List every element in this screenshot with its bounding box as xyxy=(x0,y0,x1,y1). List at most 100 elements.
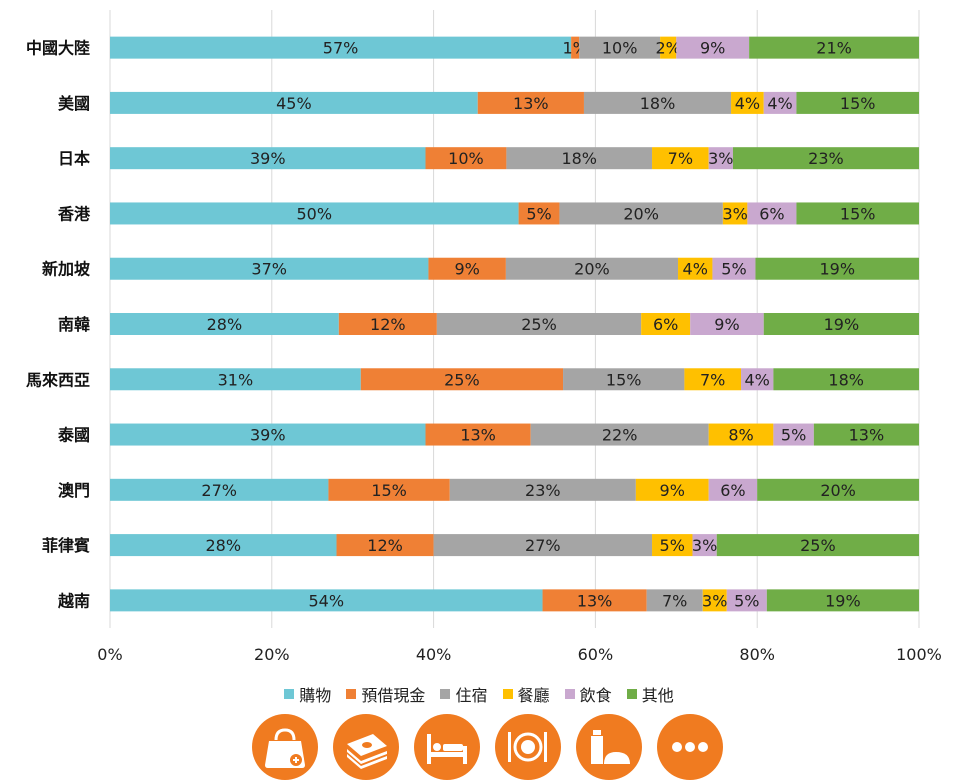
x-tick-label: 20% xyxy=(254,645,290,664)
data-label: 4% xyxy=(683,260,708,279)
bar-segment xyxy=(712,257,756,280)
bar-segment xyxy=(110,423,426,446)
data-label: 12% xyxy=(367,536,403,555)
bar-segment xyxy=(542,589,647,612)
bar-segment xyxy=(690,313,764,335)
category-label: 中國大陸 xyxy=(26,39,90,58)
bar-segment xyxy=(110,313,339,335)
bar-segment xyxy=(796,202,919,225)
category-icons xyxy=(252,714,723,780)
bar-segment xyxy=(436,313,642,335)
shopping-bag-icon xyxy=(252,714,318,780)
x-tick-label: 0% xyxy=(97,645,122,664)
data-label: 5% xyxy=(781,426,806,445)
bar-segment xyxy=(449,478,636,501)
category-label: 新加坡 xyxy=(42,260,91,279)
data-label: 22% xyxy=(602,426,638,445)
data-label: 7% xyxy=(700,370,725,389)
data-label: 6% xyxy=(759,204,784,223)
bar-segment xyxy=(732,147,919,170)
bar-segment xyxy=(766,589,919,612)
bar-segment xyxy=(763,313,919,335)
data-label: 15% xyxy=(840,204,876,223)
x-tick-label: 100% xyxy=(896,645,942,664)
legend-label-lodging: 住宿 xyxy=(455,686,488,705)
bar-segment xyxy=(678,257,713,280)
data-label: 5% xyxy=(721,260,746,279)
bar-segment xyxy=(813,423,919,446)
data-label: 5% xyxy=(734,591,759,610)
bar-segment xyxy=(110,534,337,557)
category-label: 泰國 xyxy=(57,426,90,445)
data-label: 7% xyxy=(668,149,693,168)
data-label: 39% xyxy=(250,426,286,445)
data-label: 15% xyxy=(840,94,876,113)
data-label: 8% xyxy=(728,426,753,445)
bar-segment xyxy=(338,313,437,335)
bar-segment xyxy=(477,91,584,114)
food-drink-icon xyxy=(576,714,642,780)
bar-segment xyxy=(583,91,732,114)
bar-segment xyxy=(579,36,661,59)
bed-icon xyxy=(414,714,480,780)
data-label: 18% xyxy=(828,370,864,389)
bar-segment xyxy=(692,534,717,557)
category-label: 美國 xyxy=(58,94,90,113)
data-label: 6% xyxy=(653,315,678,334)
legend-swatch-other xyxy=(626,689,637,699)
bar-segment xyxy=(505,257,679,280)
bar-segment xyxy=(757,478,919,501)
data-label: 18% xyxy=(561,149,597,168)
data-label: 45% xyxy=(276,94,312,113)
more-icon xyxy=(657,714,723,780)
stacked-bar-chart: 0% 20% 40% 60% 80% 100%中國大陸 57% 1% 10% 2% 9% 21%美國 4… xyxy=(26,10,942,664)
data-label: 20% xyxy=(623,204,659,223)
bar-segment xyxy=(110,478,329,501)
bar-segment xyxy=(702,589,727,612)
data-label: 5% xyxy=(660,536,685,555)
bar-segment xyxy=(652,147,709,170)
bar-segment xyxy=(110,36,572,59)
x-tick-label: 80% xyxy=(739,645,775,664)
data-label: 54% xyxy=(308,591,344,610)
category-label: 香港 xyxy=(57,204,91,223)
data-label: 31% xyxy=(218,370,254,389)
legend-label-food: 飲食 xyxy=(579,686,612,705)
data-label: 25% xyxy=(800,536,836,555)
data-label: 27% xyxy=(525,536,561,555)
data-label: 4% xyxy=(735,94,760,113)
bar-segment xyxy=(571,36,580,59)
legend-label-other: 其他 xyxy=(641,686,674,705)
legend: 購物 預借現金 住宿 餐廳 飲食 其他 xyxy=(0,682,958,706)
data-label: 19% xyxy=(819,260,855,279)
bar-segment xyxy=(428,257,506,280)
bar-segment xyxy=(708,147,733,170)
data-label: 9% xyxy=(454,260,479,279)
bar-segment xyxy=(708,423,774,446)
data-label: 25% xyxy=(444,370,480,389)
legend-swatch-restaurant xyxy=(502,689,513,699)
data-label: 20% xyxy=(820,481,856,500)
legend-swatch-food xyxy=(564,689,575,699)
data-label: 5% xyxy=(526,204,551,223)
data-label: 21% xyxy=(816,39,852,58)
bar-segment xyxy=(741,368,774,391)
cash-icon xyxy=(333,714,399,780)
bar-segment xyxy=(110,202,519,225)
dining-icon xyxy=(495,714,561,780)
data-label: 27% xyxy=(201,481,237,500)
data-label: 3% xyxy=(722,204,747,223)
category-label: 菲律賓 xyxy=(42,536,90,555)
bar-segment xyxy=(722,202,748,225)
legend-swatch-shopping xyxy=(284,689,295,699)
bar-segment xyxy=(425,147,507,170)
data-label: 37% xyxy=(251,260,287,279)
bar-segment xyxy=(425,423,531,446)
bar-segment xyxy=(716,534,919,557)
legend-swatch-lodging xyxy=(440,689,451,699)
data-label: 20% xyxy=(574,260,610,279)
bar-segment xyxy=(763,91,797,114)
bar-segment xyxy=(110,91,478,114)
data-label: 7% xyxy=(662,591,687,610)
legend-label-restaurant: 餐廳 xyxy=(517,686,550,705)
